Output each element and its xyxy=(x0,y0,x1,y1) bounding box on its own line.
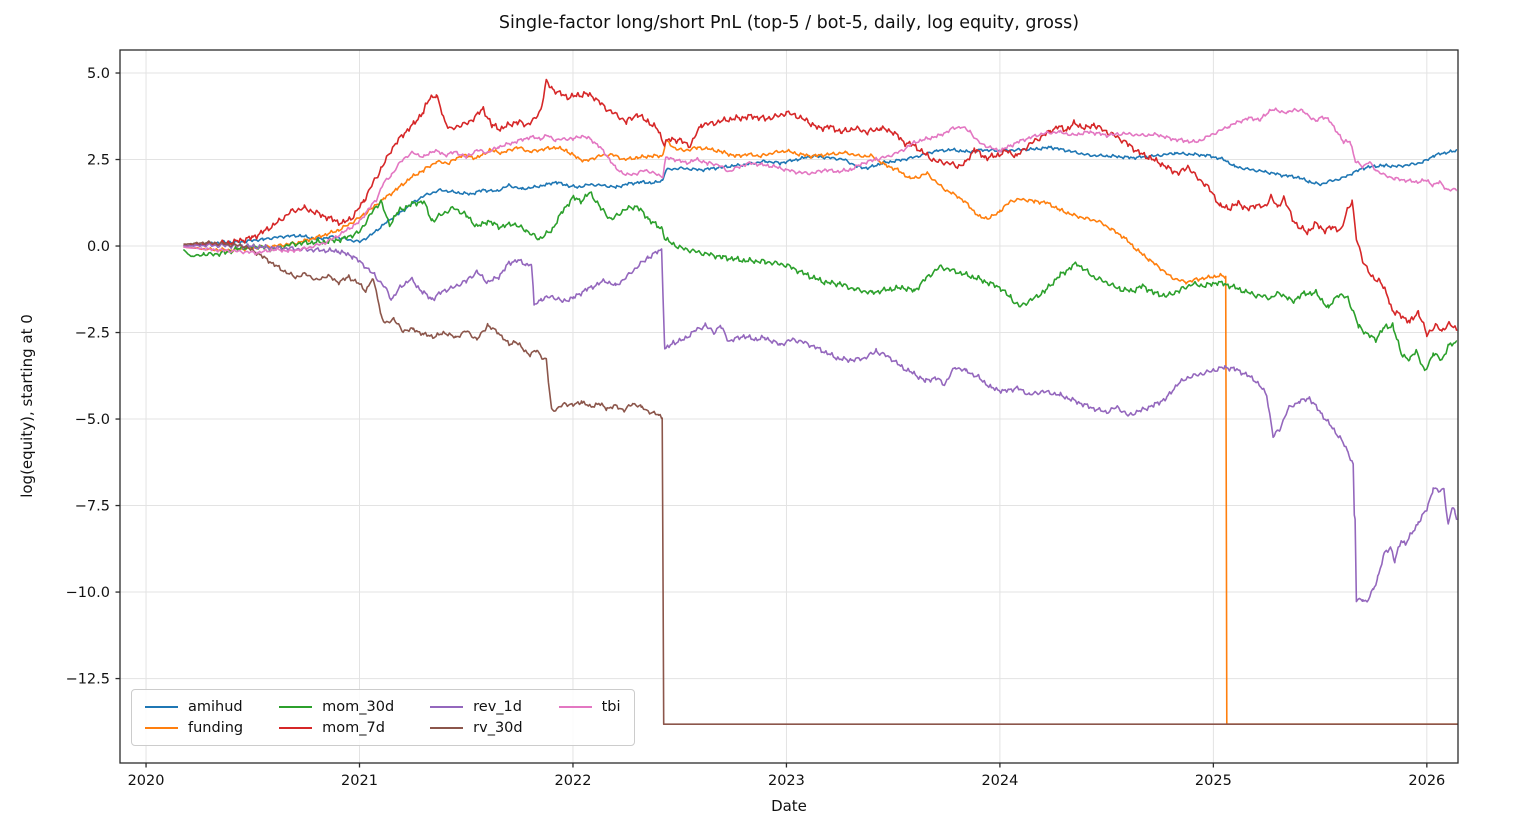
y-tick-label: −2.5 xyxy=(75,326,110,342)
legend-label-funding: funding xyxy=(188,720,244,736)
x-tick-label: 2023 xyxy=(768,773,805,789)
plot-border xyxy=(119,49,1459,764)
x-tick-label: 2025 xyxy=(1195,773,1232,789)
y-tick-label: 0.0 xyxy=(87,239,110,255)
legend-swatch-mom_7d xyxy=(279,727,313,729)
legend-label-mom_7d: mom_7d xyxy=(322,720,385,736)
x-tick-label: 2021 xyxy=(341,773,378,789)
series-line-mom_30d xyxy=(182,191,1458,372)
legend-label-tbi: tbi xyxy=(601,699,621,715)
series-line-tbi xyxy=(183,107,1458,256)
series-line-rev_1d xyxy=(183,243,1458,603)
y-axis-label: log(equity), starting at 0 xyxy=(18,314,36,498)
legend-item-mom_7d: mom_7d xyxy=(279,720,394,736)
chart-title: Single-factor long/short PnL (top-5 / bo… xyxy=(498,13,1080,33)
legend-label-rv_30d: rv_30d xyxy=(473,720,523,736)
y-tick-label: −7.5 xyxy=(75,499,110,515)
series-line-funding xyxy=(183,139,1458,725)
legend-swatch-rev_1d xyxy=(430,706,464,708)
x-tick-label: 2020 xyxy=(128,773,165,789)
legend-swatch-rv_30d xyxy=(430,727,464,729)
y-tick-label: 5.0 xyxy=(87,66,110,82)
series-group xyxy=(182,78,1458,725)
x-tick-label: 2026 xyxy=(1408,773,1445,789)
y-tick-label: −10.0 xyxy=(66,585,110,601)
legend-item-tbi: tbi xyxy=(558,699,621,715)
legend-item-funding: funding xyxy=(145,720,243,736)
legend: amihud funding mom_30d mom_7d rev_1d rv_30d tb… xyxy=(131,689,635,746)
legend-swatch-amihud xyxy=(145,706,178,708)
legend-item-amihud: amihud xyxy=(145,699,243,715)
series-line-amihud xyxy=(183,145,1458,247)
series-line-mom_7d xyxy=(183,78,1458,338)
y-tick-label: −5.0 xyxy=(75,412,110,428)
legend-item-rv_30d: rv_30d xyxy=(430,720,523,736)
legend-item-rev_1d: rev_1d xyxy=(430,699,522,715)
legend-label-mom_30d: mom_30d xyxy=(322,699,395,715)
series-line-rv_30d xyxy=(183,240,1458,725)
legend-label-amihud: amihud xyxy=(188,699,243,715)
y-tick-label: −12.5 xyxy=(66,672,110,688)
legend-label-rev_1d: rev_1d xyxy=(473,699,522,715)
legend-swatch-mom_30d xyxy=(279,706,313,708)
legend-swatch-tbi xyxy=(558,706,592,708)
x-tick-label: 2024 xyxy=(981,773,1018,789)
x-tick-label: 2022 xyxy=(555,773,592,789)
legend-item-mom_30d: mom_30d xyxy=(279,699,394,715)
legend-swatch-funding xyxy=(145,727,178,729)
y-tick-label: 2.5 xyxy=(87,153,110,169)
x-axis-label: Date xyxy=(771,797,807,815)
